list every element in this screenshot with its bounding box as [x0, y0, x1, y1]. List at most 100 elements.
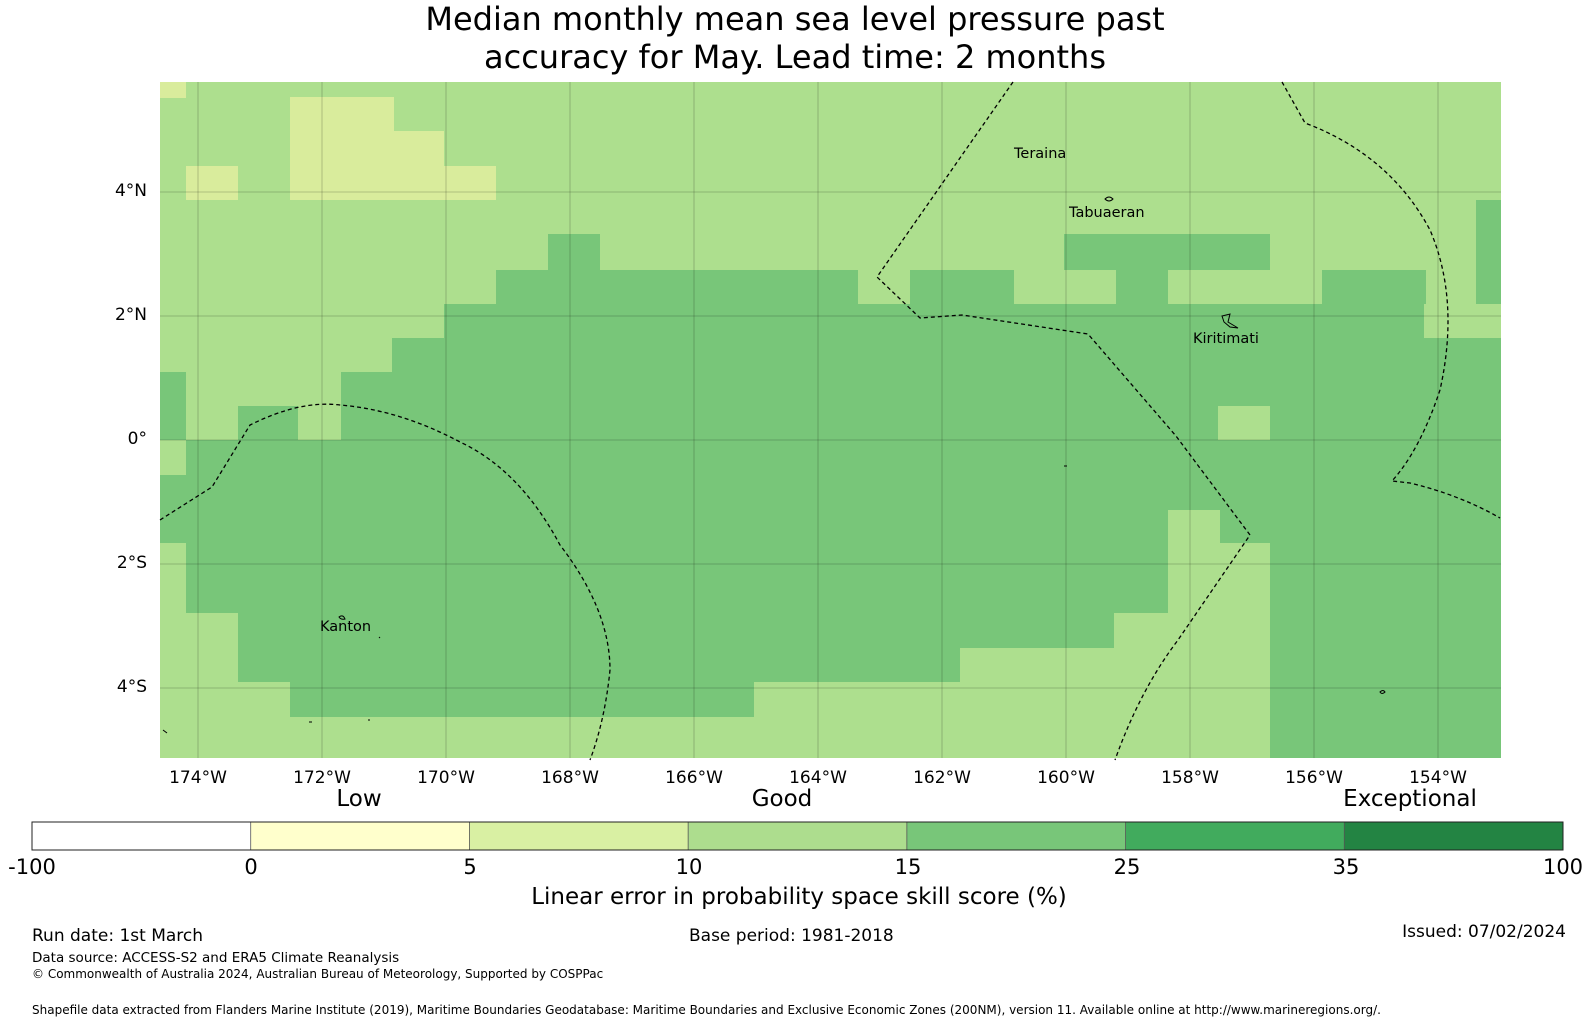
island-tabuaeran: [1104, 196, 1114, 202]
colorbar-title: Linear error in probability space skill …: [531, 884, 1067, 910]
title-line-1: Median monthly mean sea level pressure p…: [425, 0, 1165, 38]
colorbar-segment: [32, 822, 251, 850]
place-label-teraina: Teraina: [1014, 146, 1067, 162]
lat-label-4s: 4°S: [116, 677, 147, 697]
grid-cell-medium: [910, 270, 1014, 304]
lon-label-174w: 174°W: [169, 768, 227, 788]
grid-cell-medium: [444, 304, 594, 338]
colorbar: [31, 821, 1564, 851]
grid-cell-light: [160, 440, 186, 475]
colorbar-segment: [250, 822, 470, 850]
colorbar-segment: [688, 822, 907, 850]
lon-label-160w: 160°W: [1037, 768, 1095, 788]
run-date: Run date: 1st March: [32, 926, 204, 946]
grid-cell-lightest: [290, 97, 394, 131]
grid-cell-medium: [290, 682, 450, 717]
colorbar-tick: 0: [244, 855, 258, 879]
grid-cell-medium: [238, 406, 298, 440]
graticule: [160, 82, 1501, 758]
grid-cell-light: [960, 648, 1270, 683]
grid-cell-medium: [548, 234, 600, 270]
lon-label-156w: 156°W: [1285, 768, 1343, 788]
eez-boundaries: [159, 81, 1501, 761]
eez-boundary-line-islands-east: [1281, 81, 1501, 519]
colorbar-tick: 35: [1332, 855, 1360, 879]
grid-cell-medium: [341, 372, 1501, 440]
grid-cell-light: [160, 752, 238, 758]
grid-cell-medium: [160, 440, 1501, 480]
colorbar-segment: [906, 822, 1126, 850]
colorbar-tick: 5: [463, 855, 477, 879]
colorbar-frame: [31, 821, 1564, 851]
colorbar-segment: [1125, 822, 1345, 850]
island-small-5: [162, 729, 168, 734]
grid-cell-light: [754, 682, 1270, 717]
island-kiritimati: [1221, 313, 1239, 329]
grid-cell-light: [1168, 510, 1220, 580]
grid-cell-medium: [1116, 270, 1168, 304]
colorbar-category-exceptional: Exceptional: [1343, 786, 1477, 812]
colorbar-tick: -100: [8, 855, 56, 879]
grid-cell-light: [160, 613, 238, 717]
island-kanton: [338, 615, 346, 620]
grid-cell-medium: [186, 543, 1210, 613]
data-source: Data source: ACCESS-S2 and ERA5 Climate …: [32, 950, 400, 966]
grid-cell-medium: [392, 338, 1501, 372]
colorbar-segment: [1344, 822, 1563, 850]
colorbar-tick: 10: [675, 855, 703, 879]
grid-cell-medium: [238, 648, 960, 682]
grid-cell-lightest: [186, 166, 238, 200]
lon-label-172w: 172°W: [293, 768, 351, 788]
grid-cell-medium: [160, 372, 186, 440]
lon-label-164w: 164°W: [789, 768, 847, 788]
grid-cell-light: [238, 682, 290, 717]
grid-cell-light: [238, 717, 450, 758]
grid-cell-light: [1168, 580, 1218, 614]
lon-label-162w: 162°W: [913, 768, 971, 788]
lon-label-168w: 168°W: [541, 768, 599, 788]
chart-title: Median monthly mean sea level pressure p…: [0, 0, 1590, 76]
lat-label-2s: 2°S: [116, 553, 147, 573]
island-small-1: [378, 636, 381, 639]
skill-grid: [160, 82, 1501, 758]
grid-cell-lightest: [160, 82, 186, 98]
grid-cell-light: [450, 717, 1270, 758]
issued-date: Issued: 07/02/2024: [1402, 922, 1566, 942]
lon-label-158w: 158°W: [1161, 768, 1219, 788]
lat-label-0: 0°: [127, 429, 147, 449]
grid-cell-lightest: [290, 131, 444, 166]
eez-boundary-kiribati-phoenix: [159, 403, 611, 761]
colorbar-segment: [469, 822, 689, 850]
colorbar-category-good: Good: [751, 786, 813, 812]
eez-boundary-line-islands-west: [876, 81, 1251, 761]
islands: [162, 196, 1386, 734]
grid-cell-medium: [444, 304, 1424, 338]
grid-cell-medium: [450, 682, 754, 717]
colorbar-tick: 25: [1113, 855, 1141, 879]
lon-label-170w: 170°W: [417, 768, 475, 788]
lat-label-2n: 2°N: [114, 305, 147, 325]
grid-cell-light: [160, 543, 186, 613]
grid-cell-medium: [496, 270, 858, 304]
place-label-kanton: Kanton: [320, 619, 372, 635]
island-small-4: [1379, 690, 1386, 694]
place-label-tabuaeran: Tabuaeran: [1069, 205, 1145, 221]
grid-cell-light: [1218, 545, 1270, 614]
grid-cell-medium: [1476, 200, 1501, 304]
copyright: © Commonwealth of Australia 2024, Austra…: [32, 967, 604, 981]
grid-cell-lightest: [290, 166, 496, 200]
base-period: Base period: 1981-2018: [689, 926, 894, 946]
grid-cell-medium: [1322, 270, 1426, 304]
lat-label-4n: 4°N: [114, 181, 147, 201]
colorbar-tick: 100: [1542, 855, 1584, 879]
shapefile-credit: Shapefile data extracted from Flanders M…: [32, 1003, 1381, 1017]
place-label-kiritimati: Kiritimati: [1193, 331, 1259, 347]
grid-cell-medium: [160, 475, 1501, 543]
colorbar-category-low: Low: [336, 786, 382, 812]
grid-cell-medium: [1064, 234, 1270, 270]
title-line-2: accuracy for May. Lead time: 2 months: [483, 38, 1106, 76]
colorbar-tick: 15: [894, 855, 922, 879]
lon-label-166w: 166°W: [665, 768, 723, 788]
grid-cell-medium: [1270, 543, 1501, 758]
